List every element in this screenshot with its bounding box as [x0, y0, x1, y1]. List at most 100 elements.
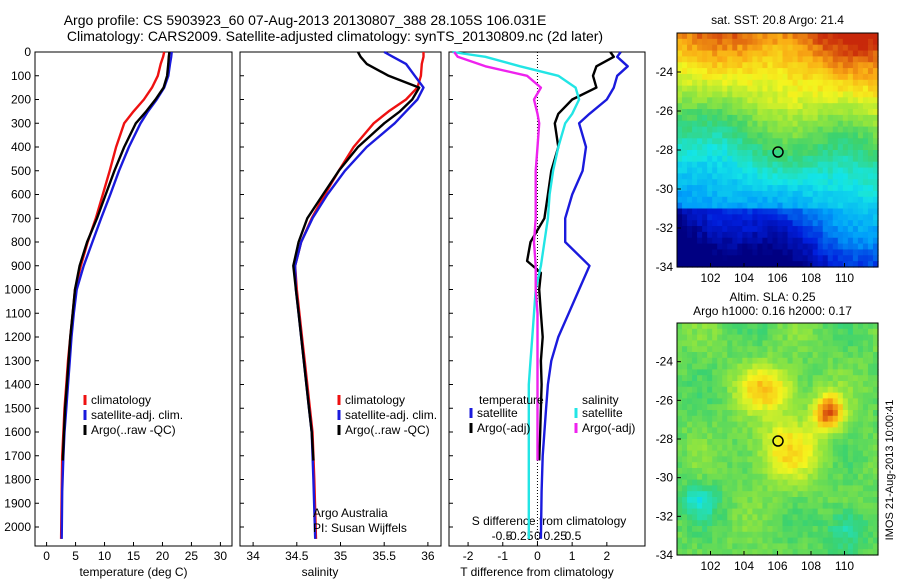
sst-map-cell — [787, 132, 794, 139]
sla-map-cell — [677, 485, 683, 492]
sst-map-cell — [692, 243, 698, 251]
sla-map-cell — [847, 456, 854, 463]
sla-map-cell — [867, 346, 874, 353]
sst-map-cell — [827, 202, 834, 210]
sst-map-cell — [817, 208, 824, 215]
sst-map-cell — [677, 214, 683, 221]
sst-map-cell — [712, 62, 718, 69]
pi-name-note: PI: Susan Wijffels — [313, 521, 407, 535]
sst-map-cell — [712, 38, 718, 46]
sst-map-cell — [852, 255, 859, 262]
sla-map-cell — [802, 514, 809, 521]
sst-map-cell — [677, 220, 683, 227]
sla-map-cell — [872, 346, 879, 353]
sla-map-cell — [722, 531, 728, 539]
sst-map-cell — [742, 38, 748, 46]
sla-map-cell — [837, 531, 844, 539]
sst-map-cell — [727, 185, 733, 192]
sst-map-cell — [682, 237, 688, 245]
sst-map-cell — [787, 68, 794, 75]
sst-map-cell — [782, 73, 789, 81]
sst-map-cell — [802, 161, 809, 169]
sst-map-cell — [752, 243, 759, 251]
sla-map-cell — [817, 514, 824, 521]
sst-map-cell — [862, 249, 869, 256]
difference-tick-label: 1 — [569, 549, 576, 563]
sla-map-cell — [812, 375, 819, 382]
sst-map-cell — [782, 173, 789, 180]
sla-map-cell — [817, 415, 824, 423]
sst-map-cell — [692, 50, 698, 57]
sla-map-cell — [852, 352, 859, 359]
sst-map-cell — [727, 62, 733, 69]
sst-map-cell — [807, 220, 814, 227]
sst-map-cell — [697, 261, 703, 268]
sla-map-cell — [707, 323, 713, 330]
sla-map-cell — [807, 479, 814, 486]
sst-map-cell — [747, 185, 753, 192]
sla-map-cell — [867, 352, 874, 359]
sla-map-cell — [832, 346, 839, 353]
sst-map-cell — [867, 202, 874, 210]
sst-map-cell — [692, 220, 698, 227]
sla-map-cell — [752, 340, 759, 347]
sst-map-cell — [847, 202, 854, 210]
sla-map-cell — [852, 531, 859, 539]
sla-map-cell — [857, 497, 864, 504]
sla-map-cell — [852, 456, 859, 463]
sla-map-cell — [817, 386, 824, 394]
sla-map-cell — [727, 531, 733, 539]
sst-map-cell — [832, 255, 839, 262]
sla-map-cell — [727, 369, 733, 376]
sla-map-cell — [682, 479, 688, 486]
sst-map-cell — [822, 237, 829, 245]
sla-map-cell — [702, 491, 708, 498]
sla-map-cell — [747, 531, 753, 539]
sst-map-cell — [742, 132, 748, 139]
sst-map-cell — [852, 179, 859, 186]
sst-map-cell — [727, 33, 733, 40]
sst-map-cell — [757, 97, 764, 104]
sst-map-cell — [757, 132, 764, 139]
sla-map-cell — [832, 363, 839, 370]
sla-map-cell — [732, 473, 738, 481]
sla-map-cell — [827, 485, 834, 492]
sst-map-cell — [807, 144, 814, 151]
sla-map-cell — [777, 421, 784, 428]
sla-map-cell — [792, 334, 799, 341]
sst-map-cell — [802, 196, 809, 204]
sla-map-cell — [787, 468, 794, 475]
sst-map-cell — [707, 56, 713, 63]
sst-map-cell — [837, 144, 844, 151]
sla-map-cell — [787, 485, 794, 492]
sst-map-cell — [867, 214, 874, 221]
sst-map-cell — [822, 132, 829, 139]
sla-map-cell — [867, 485, 874, 492]
sla-map-cell — [682, 334, 688, 341]
sla-map-cell — [802, 520, 809, 527]
sst-map-cell — [682, 214, 688, 221]
sst-map-cell — [712, 114, 718, 122]
sla-map-cell — [707, 398, 713, 405]
sla-map-cell — [847, 363, 854, 370]
sst-map-cell — [697, 62, 703, 69]
sla-map-cell — [712, 444, 718, 452]
sla-map-cell — [797, 537, 804, 544]
sla-map-cell — [727, 485, 733, 492]
sst-map-cell — [702, 226, 708, 233]
sla-map-cell — [867, 531, 874, 539]
sla-map-cell — [702, 508, 708, 515]
sla-map-cell — [812, 328, 819, 336]
sla-map-cell — [842, 444, 849, 452]
sst-map-cell — [797, 179, 804, 186]
sst-map-cell — [847, 132, 854, 139]
sst-map-cell — [842, 79, 849, 87]
sla-map-cell — [842, 508, 849, 515]
sla-map-cell — [827, 456, 834, 463]
sst-map-cell — [827, 50, 834, 57]
sst-map-cell — [797, 73, 804, 81]
sla-map-cell — [712, 479, 718, 486]
sla-map-cell — [792, 543, 799, 550]
sst-map-cell — [852, 85, 859, 93]
sla-map-cell — [807, 508, 814, 515]
